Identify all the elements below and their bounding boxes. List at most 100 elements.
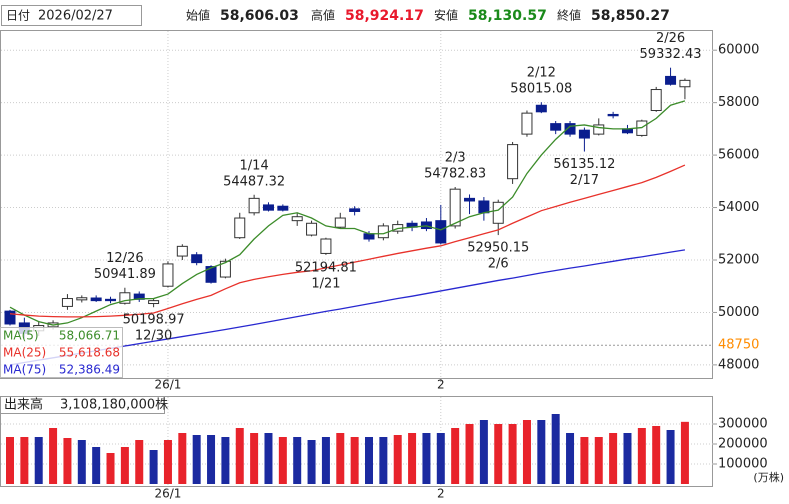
close-value: 58,850.27 [591,8,670,24]
volume-bar [680,421,689,484]
annotation-value: 52950.15 [467,241,529,256]
volume-bar [106,453,115,484]
legend-value: 55,618.68 [59,346,120,360]
y-tick-label: 50000 [718,305,759,320]
annotation-value: 50941.89 [94,267,156,282]
annotation-date: 2/12 [527,66,556,81]
volume-bar [192,435,201,484]
volume-bar [149,450,158,484]
annotation-date: 2/6 [488,257,509,272]
annotation-value: 58015.08 [510,82,572,97]
annotation-date: 12/26 [106,251,143,266]
annotation-date: 2/17 [570,173,599,188]
volume-bar [207,435,216,484]
ma-line [9,164,686,318]
volume-bar [34,437,43,484]
candle-body [449,188,461,227]
date-box [1,5,142,26]
candle-body [90,297,102,302]
candle-body [349,208,361,212]
legend-name: MA(25) [3,346,46,360]
y-tick-label: 100000 [718,457,768,472]
volume-bar [77,440,86,484]
candle-body [435,220,447,244]
x-tick-label: 26/1 [154,378,181,392]
y-tick-label: 58000 [718,95,759,110]
candle-body [650,89,662,112]
candle-body [76,297,88,301]
volume-bar [307,440,316,484]
candle-body [363,233,375,240]
legend-value: 58,066.71 [59,329,120,343]
candle-body [162,263,174,287]
x-tick-label: 2 [437,487,445,501]
candle-body [334,217,346,228]
candle-body [277,205,289,211]
candle-body [205,266,217,283]
y-tick-label: 300000 [718,417,768,432]
close-label: 終値 [557,8,581,23]
high-value: 58,924.17 [345,8,424,24]
volume-bar [522,420,531,484]
annotation-value: 50198.97 [123,313,185,328]
y-tick-label: 48000 [718,357,759,372]
candle-body [119,292,131,304]
volume-bar [264,433,273,484]
main-frame [0,30,713,379]
open-label: 始値 [186,8,210,23]
y-tick-label: 56000 [718,148,759,163]
candle-body [550,123,562,131]
volume-bar [436,433,445,484]
volume-bar [393,435,402,484]
candle-body [248,197,260,214]
volume-bar [293,437,302,484]
annotation-date: 1/14 [240,158,269,173]
low-value: 58,130.57 [468,8,547,24]
date: 2026/02/27 [38,9,113,24]
candle-body [219,260,231,278]
candle-body [291,216,303,222]
candle-body [564,123,576,135]
candle-body [420,221,432,230]
volume-bar [49,428,58,484]
volume-frame [0,396,713,487]
annotation-value: 52194.81 [295,260,357,275]
volume-bar [235,428,244,484]
volume-bar [551,414,560,484]
volume-bar [250,433,259,484]
candle-body [262,204,274,211]
annotation-value: 54487.32 [223,174,285,189]
candle-body [105,298,117,302]
volume-bar [666,430,675,484]
volume-bar [336,433,345,484]
candle-body [492,201,504,224]
volume-bar [508,424,517,484]
candle-body [535,104,547,113]
candle-body [478,200,490,214]
candle-body [665,75,677,85]
volume-bar [163,440,172,484]
volume-bar [379,437,388,484]
volume-bar [451,428,460,484]
candle-body [234,217,246,239]
legend-value: 52,386.49 [59,363,120,377]
y-tick-label: 60000 [718,43,759,58]
candle-body [306,222,318,236]
volume-title-box [0,396,165,414]
unit-label: (万株) [753,470,784,484]
candle-body [191,254,203,264]
volume-bar [20,437,29,484]
low-label: 安値 [434,8,458,23]
volume-bar [609,433,618,484]
legend-name: MA(5) [3,329,39,343]
volume-bar [537,420,546,484]
date-label: 日付 [6,9,30,23]
annotation-value: 54782.83 [424,167,486,182]
ma-line [9,100,686,326]
candle-body [593,124,605,135]
volume-bar [278,437,287,484]
volume-bar [135,440,144,484]
volume-bar [494,424,503,484]
